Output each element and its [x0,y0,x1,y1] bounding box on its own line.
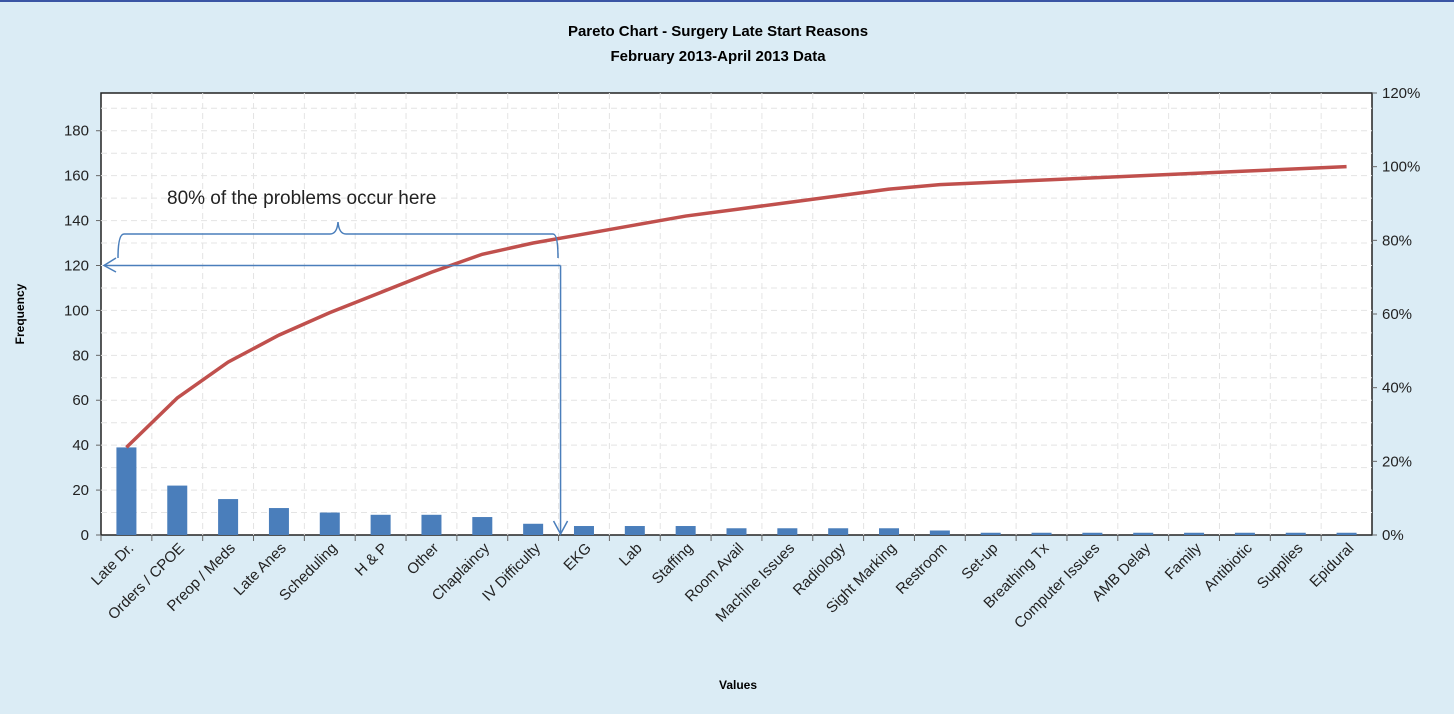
y2-tick-label: 60% [1382,306,1412,323]
bar-orders-cpoe [167,485,188,535]
x-tick-label: Antibiotic [1201,539,1256,594]
bar-machine-issues [777,528,798,535]
y-tick-label: 140 [64,213,89,230]
x-tick-label: Computer Issues [1011,540,1103,632]
bar-scheduling [319,512,340,535]
annotation-brace [117,221,559,259]
bar-set-up [980,532,1001,535]
bar-other [421,514,442,535]
x-tick-label: Lab [616,540,646,570]
bar-h-p [370,514,391,535]
bar-computer-issues [1082,532,1103,535]
annotation-text: 80% of the problems occur here [167,188,436,209]
y-tick-label: 180 [64,123,89,140]
x-tick-label: Set-up [958,540,1001,583]
y2-tick-label: 120% [1382,85,1420,102]
x-tick-label: EKG [560,540,594,574]
x-tick-label: Staffing [649,540,697,588]
bar-restroom [929,530,950,535]
x-tick-label: Epidural [1306,540,1357,591]
y2-tick-label: 0% [1382,527,1404,544]
bar-late-anes [268,508,289,535]
y-tick-label: 0 [81,527,89,544]
x-tick-label: Late Dr. [88,540,137,589]
y-tick-label: 160 [64,168,89,185]
y2-tick-label: 20% [1382,453,1412,470]
bar-chaplaincy [472,517,493,535]
x-tick-label: Family [1162,539,1206,583]
bar-radiology [828,528,849,535]
y2-tick-label: 80% [1382,232,1412,249]
x-tick-label: Restroom [893,540,951,598]
bar-late-dr- [116,447,137,535]
chart-title: Pareto Chart - Surgery Late Start Reason… [568,23,868,40]
y-axis-label: Frequency [13,283,27,344]
bar-family [1184,532,1205,535]
bar-ekg [573,526,594,535]
bar-amb-delay [1133,532,1154,535]
plot-area [100,92,1373,536]
y-tick-label: 60 [72,392,89,409]
y2-tick-label: 40% [1382,380,1412,397]
arrow-down-icon [552,520,569,536]
chart-subtitle: February 2013-April 2013 Data [610,48,826,65]
bar-lab [624,526,645,535]
y-tick-label: 80 [72,347,89,364]
window-top-border [0,0,1454,2]
bar-sight-marking [879,528,900,535]
x-tick-label: Supplies [1254,540,1307,593]
bar-preop-meds [218,499,239,535]
y2-tick-label: 100% [1382,159,1420,176]
arrow-left-icon [102,257,117,273]
bar-antibiotic [1234,532,1255,535]
bar-epidural [1336,532,1357,535]
bar-iv-difficulty [523,523,544,535]
x-tick-label: Other [404,540,443,579]
x-tick-label: H & P [352,540,392,580]
y-tick-label: 100 [64,302,89,319]
y-tick-label: 40 [72,437,89,454]
y-tick-label: 120 [64,257,89,274]
y-tick-label: 20 [72,482,89,499]
bar-room-avail [726,528,747,535]
bar-breathing-tx [1031,532,1052,535]
bar-supplies [1285,532,1306,535]
x-axis-label: Values [719,678,757,692]
bar-staffing [675,526,696,535]
cumulative-line [125,164,1347,449]
